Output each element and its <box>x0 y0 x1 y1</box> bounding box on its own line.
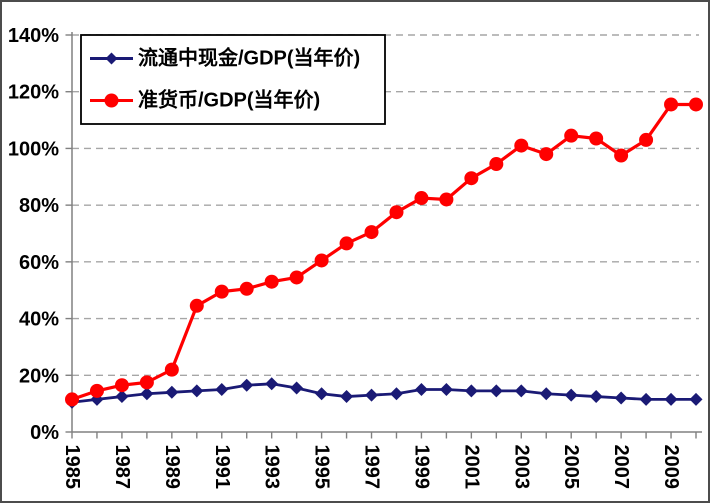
x-tick-label: 1995 <box>311 445 333 490</box>
data-point-currency-in-circulation <box>639 392 653 406</box>
legend-label: 流通中现金/GDP(当年价) <box>138 46 360 70</box>
data-point-quasi-money <box>114 378 129 393</box>
legend-diamond-marker-icon <box>105 52 118 65</box>
data-point-currency-in-circulation <box>564 388 578 402</box>
data-point-currency-in-circulation <box>165 385 179 399</box>
data-point-quasi-money <box>89 383 104 398</box>
x-tick-label: 1991 <box>211 445 233 490</box>
y-tick-label: 60% <box>19 252 59 274</box>
data-point-quasi-money <box>189 298 204 313</box>
data-point-quasi-money <box>639 132 654 147</box>
y-tick-label: 140% <box>8 25 59 47</box>
data-point-quasi-money <box>139 375 154 390</box>
data-point-quasi-money <box>489 157 504 172</box>
data-point-currency-in-circulation <box>340 390 354 404</box>
series-line-currency-in-circulation <box>71 382 696 404</box>
data-point-quasi-money <box>439 192 454 207</box>
data-point-currency-in-circulation <box>439 382 453 396</box>
y-tick-label: 80% <box>19 195 59 217</box>
x-tick-label: 1985 <box>61 445 83 490</box>
data-point-currency-in-circulation <box>414 382 428 396</box>
data-point-quasi-money <box>414 191 429 206</box>
data-point-currency-in-circulation <box>265 377 279 391</box>
data-point-quasi-money <box>689 97 703 112</box>
data-point-currency-in-circulation <box>664 392 678 406</box>
data-point-currency-in-circulation <box>589 390 603 404</box>
data-point-quasi-money <box>289 270 304 285</box>
data-point-quasi-money <box>65 392 79 407</box>
data-point-quasi-money <box>614 148 629 163</box>
data-point-quasi-money <box>389 205 404 220</box>
data-point-currency-in-circulation <box>514 384 528 398</box>
x-tick-label: 1999 <box>410 445 432 490</box>
data-point-quasi-money <box>364 225 379 240</box>
legend-label: 准货币/GDP(当年价) <box>138 88 320 112</box>
y-tick-label: 100% <box>8 138 59 160</box>
data-point-currency-in-circulation <box>140 387 154 401</box>
data-point-quasi-money <box>164 362 179 377</box>
legend-item: 准货币/GDP(当年价) <box>90 88 320 112</box>
y-tick-label: 20% <box>19 365 59 387</box>
data-point-currency-in-circulation <box>464 384 478 398</box>
data-point-quasi-money <box>264 274 279 289</box>
y-tick-label: 0% <box>30 422 59 444</box>
x-tick-label: 2003 <box>510 445 532 490</box>
data-point-currency-in-circulation <box>489 384 503 398</box>
legend: 流通中现金/GDP(当年价) 准货币/GDP(当年价) <box>80 34 386 125</box>
data-point-quasi-money <box>314 253 329 268</box>
data-point-quasi-money <box>539 147 554 162</box>
data-point-currency-in-circulation <box>190 384 204 398</box>
y-tick-label: 120% <box>8 82 59 104</box>
data-point-quasi-money <box>339 236 354 251</box>
legend-circle-marker-icon <box>104 93 119 108</box>
x-tick-label: 2009 <box>660 445 682 490</box>
data-point-quasi-money <box>239 281 254 296</box>
x-tick-label: 1997 <box>361 445 383 490</box>
legend-item: 流通中现金/GDP(当年价) <box>90 46 360 70</box>
data-point-currency-in-circulation <box>290 381 304 395</box>
series-currency-in-circulation <box>65 377 703 409</box>
data-point-currency-in-circulation <box>614 391 628 405</box>
data-point-currency-in-circulation <box>115 390 129 404</box>
data-point-quasi-money <box>464 171 479 186</box>
data-point-currency-in-circulation <box>365 388 379 402</box>
data-point-currency-in-circulation <box>689 392 703 406</box>
y-tick-label: 40% <box>19 309 59 331</box>
data-point-quasi-money <box>664 97 679 112</box>
series-quasi-money <box>65 97 703 407</box>
data-point-quasi-money <box>214 284 229 299</box>
data-point-currency-in-circulation <box>389 387 403 401</box>
x-tick-label: 1993 <box>261 445 283 490</box>
legend-box <box>80 34 386 125</box>
data-point-currency-in-circulation <box>240 378 254 392</box>
data-point-currency-in-circulation <box>215 382 229 396</box>
data-point-currency-in-circulation <box>539 387 553 401</box>
data-point-quasi-money <box>564 128 579 143</box>
data-point-quasi-money <box>514 138 529 153</box>
data-point-currency-in-circulation <box>315 387 329 401</box>
x-tick-label: 2005 <box>560 445 582 490</box>
x-tick-label: 2007 <box>610 445 632 490</box>
x-tick-label: 1987 <box>111 445 133 490</box>
x-tick-label: 1989 <box>161 445 183 490</box>
x-tick-label: 2001 <box>460 445 482 490</box>
data-point-quasi-money <box>589 131 604 146</box>
